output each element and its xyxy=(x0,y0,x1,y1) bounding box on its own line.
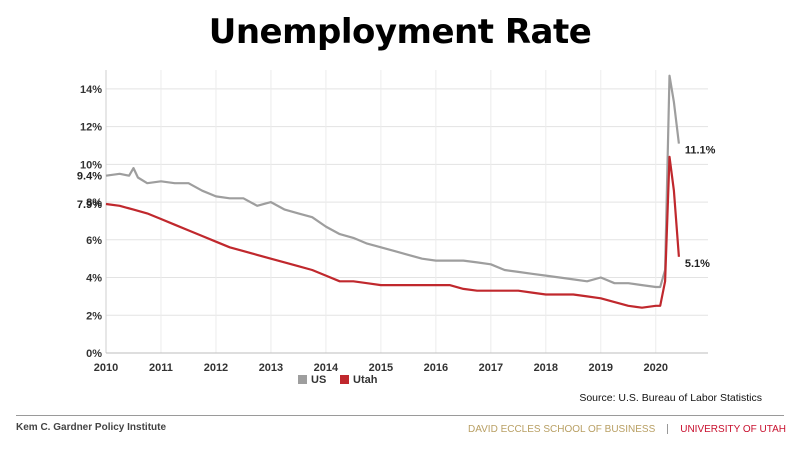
x-tick-label: 2016 xyxy=(424,362,448,374)
legend-swatch-utah xyxy=(340,375,349,384)
source-note: Source: U.S. Bureau of Labor Statistics xyxy=(579,392,762,404)
legend-label-us: US xyxy=(311,374,326,386)
legend-swatch-us xyxy=(298,375,307,384)
x-tick-label: 2019 xyxy=(589,362,613,374)
y-tick-label: 6% xyxy=(86,235,102,247)
data-label: 9.4% xyxy=(77,171,102,183)
x-tick-label: 2017 xyxy=(479,362,503,374)
y-tick-label: 12% xyxy=(80,122,102,134)
footer-school: DAVID ECCLES SCHOOL OF BUSINESS xyxy=(467,424,656,435)
legend-label-utah: Utah xyxy=(353,374,378,386)
footer-divider xyxy=(16,415,784,416)
y-tick-label: 14% xyxy=(80,84,102,96)
data-label: 5.1% xyxy=(685,258,710,270)
series-line-utah xyxy=(105,155,680,309)
y-tick-label: 10% xyxy=(80,159,102,171)
x-tick-label: 2015 xyxy=(369,362,393,374)
data-label: 11.1% xyxy=(685,145,716,157)
y-tick-label: 2% xyxy=(86,310,102,322)
x-tick-label: 2014 xyxy=(314,362,339,374)
footer-institute: Kem C. Gardner Policy Institute xyxy=(16,422,167,433)
x-tick-label: 2013 xyxy=(259,362,283,374)
x-tick-label: 2011 xyxy=(149,362,173,374)
y-tick-label: 4% xyxy=(86,273,102,285)
y-tick-label: 0% xyxy=(86,348,102,360)
series-line-us xyxy=(105,74,680,289)
footer-separator xyxy=(667,424,669,435)
footer-university: UNIVERSITY OF UTAH xyxy=(680,424,786,435)
footer-branding: DAVID ECCLES SCHOOL OF BUSINESS UNIVERSIT… xyxy=(468,424,786,435)
y-tick-label: 8% xyxy=(86,197,102,209)
x-tick-label: 2012 xyxy=(204,362,228,374)
x-tick-label: 2020 xyxy=(644,362,668,374)
x-tick-label: 2018 xyxy=(534,362,558,374)
data-label: 7.9% xyxy=(77,199,102,211)
x-tick-label: 2010 xyxy=(94,362,118,374)
chart-title: Unemployment Rate xyxy=(208,12,592,52)
